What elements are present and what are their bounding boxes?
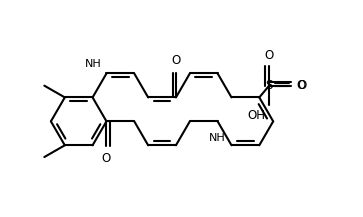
- Text: O: O: [296, 79, 305, 92]
- Text: O: O: [297, 79, 306, 92]
- Text: S: S: [266, 79, 273, 92]
- Text: O: O: [265, 49, 274, 62]
- Text: NH: NH: [85, 59, 102, 69]
- Text: OH: OH: [247, 109, 265, 122]
- Text: O: O: [102, 152, 111, 165]
- Text: O: O: [171, 54, 180, 67]
- Text: NH: NH: [209, 133, 226, 143]
